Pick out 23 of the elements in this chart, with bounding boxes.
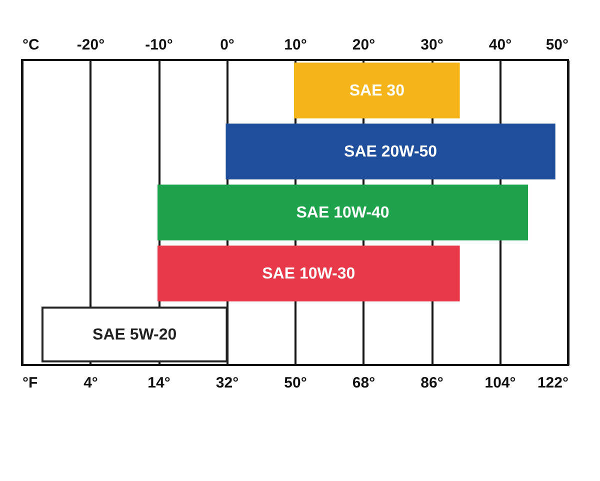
x2-tick-label: 86° (420, 374, 444, 392)
y-tick-label: SAE 10W-30 (262, 266, 356, 282)
x2-tick-label: 4° (84, 374, 98, 392)
x2-tick-label: 14° (148, 374, 170, 392)
x-tick-label: °C (22, 36, 40, 54)
x-tick-label: 40° (488, 36, 512, 54)
x-tick-label: -20° (76, 36, 105, 54)
x-tick-label: 0° (220, 36, 234, 54)
x-tick-label: -10° (145, 36, 173, 54)
x2-tick-label: 68° (352, 374, 376, 392)
y-tick-label: SAE 10W-40 (296, 204, 390, 222)
y-tick-label: SAE 20W-50 (344, 144, 438, 160)
y-tick-label: SAE 5W-20 (92, 326, 177, 344)
x2-tick-label: 122° (537, 374, 568, 392)
x2-tick-label: 104° (484, 374, 516, 392)
x2-tick-label: 50° (284, 374, 307, 392)
x2-tick-label: 32° (216, 374, 239, 392)
x-tick-label: 20° (352, 36, 376, 54)
y-tick-label: SAE 30 (349, 82, 405, 100)
x-tick-label: 30° (420, 36, 444, 54)
x2-tick-label: °F (22, 374, 38, 392)
x-tick-label: 50° (546, 36, 568, 54)
x-tick-label: 10° (284, 36, 307, 54)
